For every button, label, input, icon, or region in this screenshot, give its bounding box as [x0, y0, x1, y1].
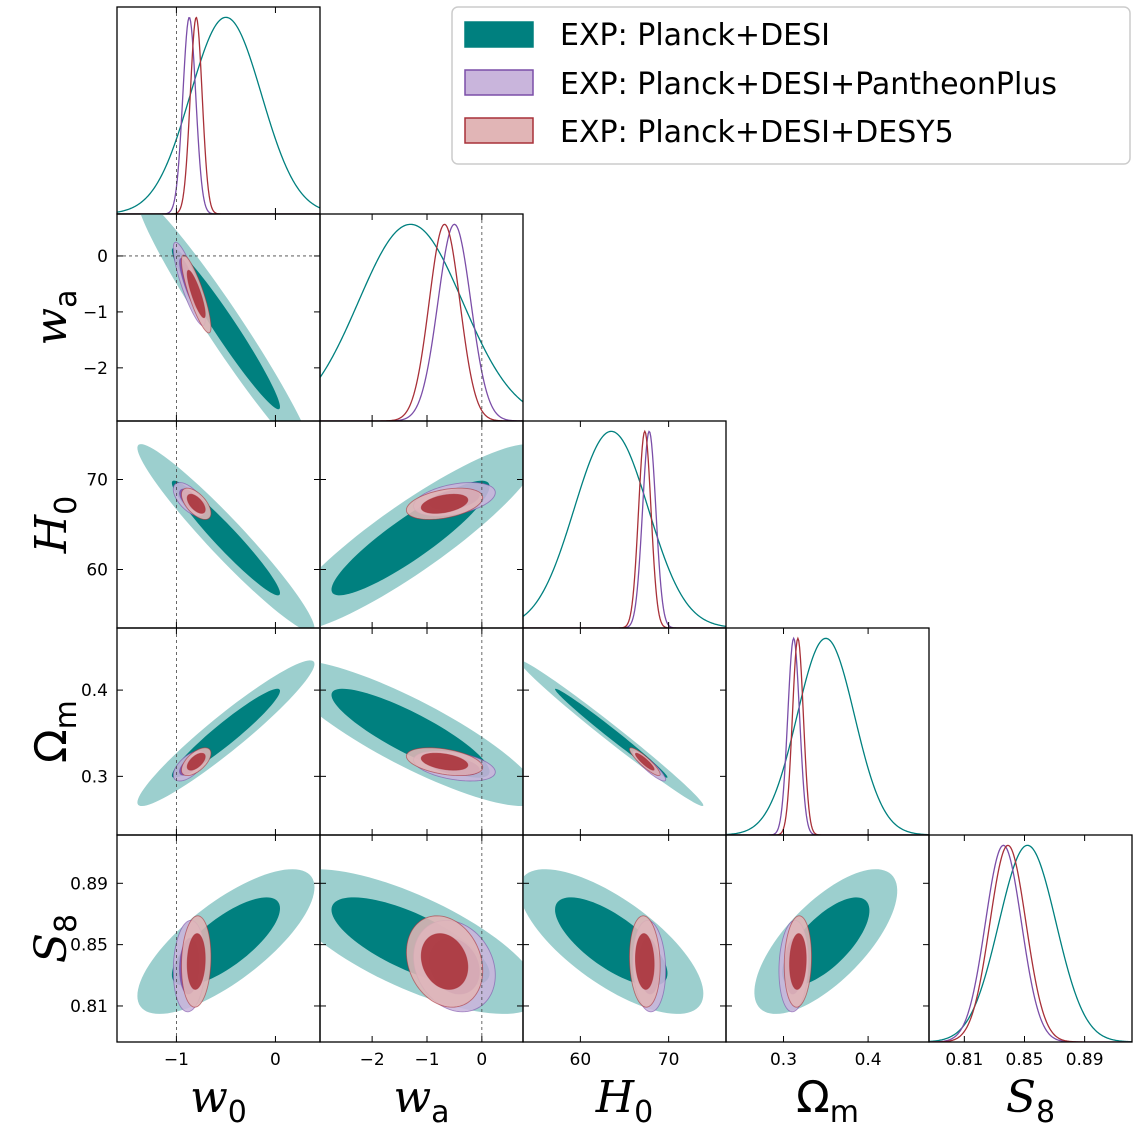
legend-swatch-planck-desi-pantheonplus — [464, 69, 534, 96]
panel-w0-S8: −1 0 0.81 0.85 0.89 — [70, 834, 321, 1070]
y-tick-label-Om: 0.3 — [81, 767, 108, 787]
y-tick-label-wa: −2 — [83, 359, 108, 379]
panel-wa-Om — [319, 627, 524, 836]
x-axis-title-H0: H0 — [595, 1072, 653, 1130]
x-tick-label-wa: −1 — [414, 1050, 439, 1070]
marginal-S8-series-0 — [929, 844, 1132, 1042]
panel-H0-Om — [522, 627, 727, 836]
legend-frame — [451, 6, 1131, 165]
contour-w0-wa-series-2-inner — [186, 269, 206, 319]
panel-S8-S8: 0.81 0.85 0.89 — [928, 834, 1133, 1070]
y-tick-label-S8: 0.81 — [70, 997, 108, 1017]
y-tick-label-Om: 0.4 — [81, 681, 108, 701]
contour-H0-S8-series-2-inner — [634, 933, 655, 990]
contour-wa-H0-series-2-inner — [420, 493, 469, 514]
x-axis-title-w0: w0 — [190, 1072, 247, 1130]
panel-frame-H0-H0 — [522, 420, 727, 629]
y-axis-title-S8: S8 — [26, 914, 84, 963]
panel-frame-wa-wa — [319, 213, 524, 422]
contour-Om-S8-series-2-inner — [789, 933, 807, 990]
y-tick-label-wa: −1 — [83, 303, 108, 323]
contour-wa-S8-series-2-inner — [420, 933, 469, 990]
x-tick-label-wa: 0 — [476, 1050, 487, 1070]
x-tick-label-H0: 60 — [570, 1050, 592, 1070]
panel-Om-S8: 0.3 0.4 — [725, 834, 930, 1070]
panel-wa-S8: −2 −1 0 — [319, 834, 524, 1070]
x-axis-title-Om: Ωm — [796, 1072, 859, 1130]
panel-frame-Om-Om — [725, 627, 930, 836]
x-tick-label-w0: −1 — [164, 1050, 189, 1070]
panel-w0-wa: −2 −1 0 — [83, 213, 321, 422]
marginal-S8-series-1 — [929, 844, 1132, 1042]
panel-H0-S8: 60 70 — [522, 834, 727, 1070]
marginal-wa-series-0 — [320, 223, 523, 403]
x-tick-label-S8: 0.81 — [945, 1050, 983, 1070]
marginal-Om-series-0 — [726, 637, 929, 835]
panel-H0-H0 — [522, 420, 727, 629]
legend-swatch-planck-desi-desy5 — [464, 117, 534, 144]
y-axis-title-Om: Ωm — [26, 700, 84, 763]
contour-w0-S8-series-2-inner — [186, 933, 206, 990]
x-axis-title-wa: wa — [393, 1072, 449, 1130]
contour-wa-Om-series-2-inner — [420, 752, 469, 771]
marginal-H0-series-2 — [523, 429, 726, 628]
y-tick-label-H0: 70 — [86, 471, 108, 491]
panels-layer: −2 −1 0 60 70 0.3 0.4 −1 0 0.81 0.85 0.89 −2 −1 0 60 70 0… — [26, 6, 1133, 1130]
contour-w0-H0-series-2-inner — [186, 493, 206, 514]
panel-wa-H0 — [319, 420, 524, 629]
marginal-w0-series-2 — [117, 16, 320, 214]
y-tick-label-H0: 60 — [86, 561, 108, 581]
y-tick-label-S8: 0.85 — [70, 936, 108, 956]
y-tick-label-S8: 0.89 — [70, 874, 108, 894]
marginal-Om-series-2 — [726, 636, 929, 835]
panel-frame-w0-w0 — [116, 6, 321, 215]
panel-frame-S8-S8 — [928, 834, 1133, 1043]
legend-label-planck-desi: EXP: Planck+DESI — [560, 18, 830, 53]
x-axis-title-S8: S8 — [1006, 1072, 1055, 1130]
marginal-wa-series-2 — [320, 223, 523, 421]
x-tick-label-w0: 0 — [270, 1050, 281, 1070]
marginal-w0-series-1 — [117, 16, 320, 214]
panel-Om-Om — [725, 627, 930, 836]
y-axis-title-wa: wa — [26, 289, 84, 345]
legend-swatch-planck-desi — [464, 21, 534, 48]
x-tick-label-H0: 70 — [658, 1050, 680, 1070]
legend-label-planck-desi-desy5: EXP: Planck+DESI+DESY5 — [560, 115, 954, 150]
legend-label-planck-desi-pantheonplus: EXP: Planck+DESI+PantheonPlus — [560, 67, 1057, 102]
contour-H0-Om-series-2-inner — [634, 752, 655, 771]
marginal-S8-series-2 — [929, 844, 1132, 1042]
y-axis-title-H0: H0 — [26, 496, 84, 554]
legend: EXP: Planck+DESI EXP: Planck+DESI+Panthe… — [451, 6, 1131, 165]
x-tick-label-Om: 0.4 — [855, 1050, 882, 1070]
contour-w0-Om-series-2-inner — [186, 752, 206, 771]
panel-wa-wa — [319, 213, 524, 422]
marginal-w0-series-0 — [117, 16, 320, 213]
x-tick-label-wa: −2 — [360, 1050, 385, 1070]
panel-w0-H0: 60 70 — [86, 420, 321, 629]
y-tick-label-wa: 0 — [97, 247, 108, 267]
marginal-Om-series-1 — [726, 636, 929, 835]
panel-w0-w0 — [116, 6, 321, 215]
x-tick-label-S8: 0.85 — [1006, 1050, 1044, 1070]
panel-frame-H0-Om — [522, 627, 727, 836]
marginal-wa-series-1 — [320, 223, 523, 421]
x-tick-label-S8: 0.89 — [1066, 1050, 1104, 1070]
marginal-H0-series-1 — [523, 430, 726, 628]
marginal-H0-series-0 — [523, 430, 726, 628]
x-tick-label-Om: 0.3 — [770, 1050, 797, 1070]
panel-w0-Om: 0.3 0.4 — [81, 627, 321, 836]
